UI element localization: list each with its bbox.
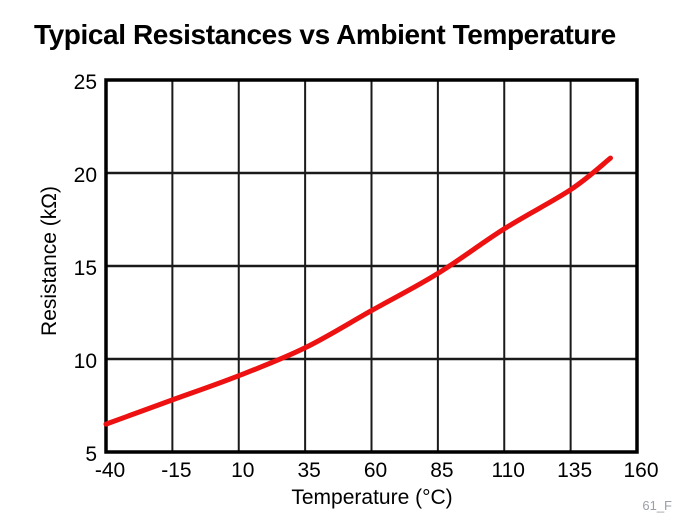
- y-axis-label: Resistance (kΩ): [38, 186, 61, 336]
- x-tick-label: 85: [430, 459, 454, 482]
- x-tick-label: -15: [161, 459, 192, 482]
- x-tick-label: 35: [297, 459, 321, 482]
- x-axis-label: Temperature (°C): [291, 486, 453, 509]
- chart-title: Typical Resistances vs Ambient Temperatu…: [34, 19, 616, 50]
- y-tick-label: 10: [73, 350, 97, 373]
- plot-border: [104, 78, 639, 454]
- y-tick-label: 15: [73, 257, 97, 280]
- y-tick-label: 20: [73, 164, 97, 187]
- x-tick-label: 160: [623, 459, 659, 482]
- x-tick-label: 110: [491, 459, 525, 482]
- x-tick-label: 135: [557, 459, 593, 482]
- y-tick-label: 5: [85, 443, 97, 466]
- x-tick-label: 10: [231, 459, 255, 482]
- resistance-curve: [103, 155, 613, 427]
- y-tick-label: 25: [73, 71, 97, 94]
- x-tick-label: 60: [363, 459, 388, 482]
- x-tick-label: -40: [94, 459, 126, 482]
- figure-note: 61_F: [642, 498, 672, 513]
